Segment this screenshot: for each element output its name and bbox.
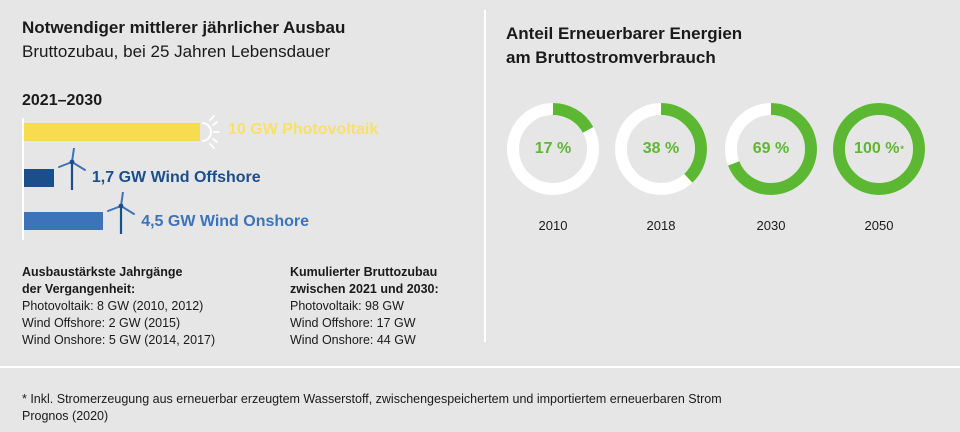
bar-wind-offshore	[24, 169, 54, 187]
bar-chart: 10 GW Photovoltaik 1,7 GW Wind Offshore	[22, 115, 462, 242]
share-panel: Anteil Erneuerbarer Energien am Bruttost…	[506, 0, 946, 365]
footnote-text: * Inkl. Stromerzeugung aus erneuerbar er…	[22, 392, 722, 406]
expansion-panel: Notwendiger mittlerer jährlicher Ausbau …	[22, 0, 470, 365]
panel-title: Notwendiger mittlerer jährlicher Ausbau	[22, 18, 346, 37]
donut-year-label: 2030	[756, 218, 786, 233]
notes-line: Wind Onshore: 5 GW (2014, 2017)	[22, 333, 216, 347]
donut-year-label: 2018	[646, 218, 676, 233]
notes-line: Photovoltaik: 98 GW	[290, 299, 404, 313]
notes-heading: zwischen 2021 und 2030:	[290, 282, 439, 296]
notes-cumulative: Kumulierter Bruttozubau zwischen 2021 un…	[290, 264, 439, 349]
bar-photovoltaik	[24, 123, 200, 141]
donut-value-label: 17 %	[534, 140, 572, 157]
source-text: Prognos (2020)	[22, 409, 109, 423]
footer-divider	[0, 366, 960, 368]
donut-arc	[725, 103, 817, 195]
donut-2018: 38 %	[614, 102, 708, 196]
bar-axis-line	[22, 118, 24, 240]
donut-value-label: 100 % *	[854, 140, 904, 157]
donut-2030: 69 %	[724, 102, 818, 196]
notes-line: Wind Offshore: 2 GW (2015)	[22, 316, 181, 330]
notes-line: Wind Offshore: 17 GW	[290, 316, 416, 330]
bar-wind-onshore	[24, 212, 104, 230]
panel-subtitle: Bruttozubau, bei 25 Jahren Lebensdauer	[22, 42, 331, 61]
donut-year-label: 2050	[864, 218, 894, 233]
wind-turbine-icon	[55, 147, 89, 195]
notes-line: Wind Onshore: 44 GW	[290, 333, 416, 347]
notes-heading: Ausbaustärkste Jahrgänge	[22, 265, 183, 279]
donut-value-label: 38 %	[642, 140, 680, 157]
share-title-line: Anteil Erneuerbarer Energien	[506, 24, 743, 43]
notes-heading: Kumulierter Bruttozubau	[290, 265, 438, 279]
share-title-line: am Bruttostromverbrauch	[506, 48, 716, 67]
footnote-mark: *	[900, 144, 904, 154]
donut-year-label: 2010	[538, 218, 568, 233]
sun-icon	[201, 114, 230, 155]
donut-2010: 17 %	[506, 102, 600, 196]
donut-2050: 100 % *	[832, 102, 926, 196]
notes-heading: der Vergangenheit:	[22, 282, 136, 296]
bar-label-photovoltaik: 10 GW Photovoltaik	[228, 121, 379, 138]
notes-line: Photovoltaik: 8 GW (2010, 2012)	[22, 299, 204, 313]
donut-arc	[507, 103, 599, 195]
bar-label-wind-onshore: 4,5 GW Wind Onshore	[141, 213, 310, 230]
donut-value-label: 69 %	[752, 140, 790, 157]
donut-arc	[615, 103, 707, 195]
footnote: * Inkl. Stromerzeugung aus erneuerbar er…	[22, 391, 922, 425]
bar-label-wind-offshore: 1,7 GW Wind Offshore	[91, 169, 261, 186]
donut-arc	[833, 103, 925, 195]
panel-divider	[484, 10, 486, 342]
share-title: Anteil Erneuerbarer Energien am Bruttost…	[506, 22, 742, 70]
period-label: 2021–2030	[22, 92, 103, 109]
notes-past-peaks: Ausbaustärkste Jahrgänge der Vergangenhe…	[22, 264, 215, 349]
wind-turbine-icon	[104, 191, 138, 239]
